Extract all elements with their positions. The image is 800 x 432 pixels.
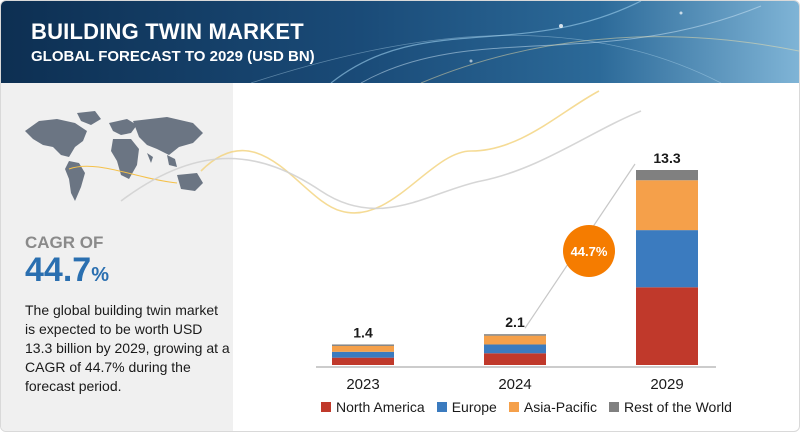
- cagr-value-text: 44.7%: [25, 251, 109, 290]
- bar-segment-europe-2023: [332, 351, 394, 358]
- legend-label-north-america: North America: [336, 399, 425, 415]
- legend-label-europe: Europe: [451, 399, 497, 415]
- bar-segment-north-america-2023: [332, 357, 394, 365]
- total-label-2029: 13.3: [653, 150, 680, 166]
- x-tick-label-2024: 2024: [498, 376, 531, 393]
- total-label-2023: 1.4: [353, 324, 373, 340]
- legend-swatch-north-america: [321, 402, 331, 412]
- bar-segment-europe-2024: [484, 344, 546, 354]
- header-light-trails: [250, 1, 799, 83]
- bars-group: 1.4 2023 2.1 2024 13.3 2029: [332, 150, 698, 393]
- world-map-icon: [25, 111, 203, 201]
- market-description: The global building twin market is expec…: [25, 302, 230, 394]
- legend-item-rest-of-world: Rest of the World: [609, 399, 732, 415]
- x-tick-label-2029: 2029: [650, 376, 683, 393]
- bar-segment-asia-pacific-2023: [332, 345, 394, 352]
- bar-segment-rest-of-world-2024: [484, 334, 546, 336]
- cagr-label: CAGR OF: [25, 233, 104, 252]
- legend-item-europe: Europe: [436, 399, 497, 415]
- bar-segment-asia-pacific-2024: [484, 335, 546, 345]
- cagr-unit: %: [91, 264, 109, 286]
- cagr-value: 44.7: [25, 251, 92, 289]
- bar-segment-rest-of-world-2029: [636, 170, 698, 181]
- decorative-wave-yellow: [200, 90, 600, 214]
- legend-item-asia-pacific: Asia-Pacific: [508, 399, 597, 415]
- chart-legend: North America Europe Asia-Pacific Rest o…: [321, 399, 744, 415]
- bar-segment-north-america-2029: [636, 287, 698, 365]
- legend-swatch-asia-pacific: [508, 402, 519, 412]
- bar-segment-europe-2029: [636, 230, 698, 288]
- cagr-badge-label: 44.7%: [571, 244, 608, 259]
- chart-subtitle: GLOBAL FORECAST TO 2029 (USD BN): [31, 48, 315, 65]
- total-label-2024: 2.1: [505, 314, 525, 330]
- bar-segment-north-america-2024: [484, 353, 546, 365]
- x-tick-label-2023: 2023: [346, 376, 379, 393]
- legend-label-asia-pacific: Asia-Pacific: [523, 399, 597, 415]
- bar-segment-rest-of-world-2023: [332, 344, 394, 346]
- header-banner: BUILDING TWIN MARKET GLOBAL FORECAST TO …: [1, 1, 799, 83]
- legend-label-rest-of-world: Rest of the World: [624, 399, 732, 415]
- decorative-wave-gray: [120, 110, 642, 210]
- legend-swatch-rest-of-world: [609, 402, 619, 412]
- legend-item-north-america: North America: [321, 399, 425, 415]
- cagr-badge: [563, 225, 615, 277]
- chart-title: BUILDING TWIN MARKET: [31, 19, 304, 44]
- legend-swatch-europe: [436, 402, 447, 412]
- bar-segment-asia-pacific-2029: [636, 180, 698, 231]
